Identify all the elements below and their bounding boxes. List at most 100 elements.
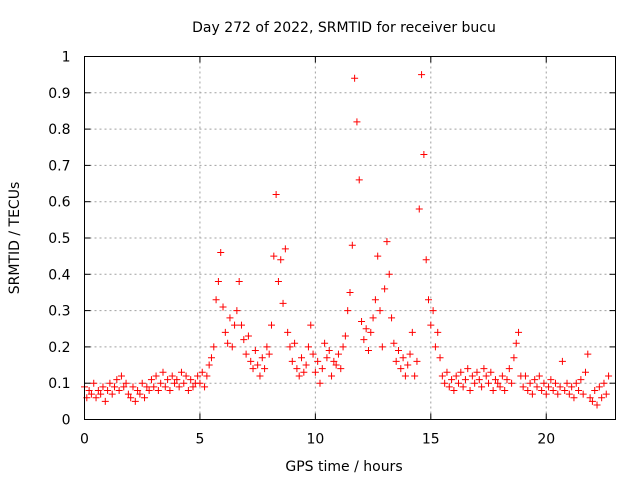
data-point	[136, 390, 144, 398]
data-point	[194, 372, 202, 380]
data-point	[154, 386, 162, 394]
data-point	[242, 350, 250, 358]
data-point	[316, 379, 324, 387]
data-point	[438, 372, 446, 380]
data-point	[131, 397, 139, 405]
data-point	[226, 314, 234, 322]
data-point	[120, 383, 128, 391]
data-point	[152, 372, 160, 380]
data-point	[277, 256, 285, 264]
data-point	[304, 343, 312, 351]
data-point	[171, 379, 179, 387]
data-point	[390, 339, 398, 347]
data-point	[164, 376, 172, 384]
data-point	[568, 383, 576, 391]
data-point	[397, 365, 405, 373]
data-point	[431, 343, 439, 351]
data-point	[207, 354, 215, 362]
data-point	[485, 379, 493, 387]
data-point	[122, 379, 130, 387]
data-point	[591, 386, 599, 394]
data-point	[360, 336, 368, 344]
data-point	[406, 350, 414, 358]
data-point	[602, 390, 610, 398]
data-point	[443, 368, 451, 376]
data-point	[528, 390, 536, 398]
data-point	[394, 347, 402, 355]
data-point	[134, 386, 142, 394]
chart-title: Day 272 of 2022, SRMTID for receiver buc…	[192, 20, 496, 36]
data-point	[196, 379, 204, 387]
data-point	[542, 390, 550, 398]
data-points	[81, 71, 613, 409]
data-point	[219, 303, 227, 311]
data-point	[381, 285, 389, 293]
data-point	[159, 368, 167, 376]
data-point	[97, 390, 105, 398]
data-point	[108, 390, 116, 398]
data-point	[531, 376, 539, 384]
data-point	[581, 368, 589, 376]
data-point	[540, 379, 548, 387]
data-point	[175, 383, 183, 391]
data-point	[575, 386, 583, 394]
data-point	[496, 383, 504, 391]
data-point	[420, 151, 428, 159]
data-point	[605, 372, 613, 380]
data-point	[182, 372, 190, 380]
y-tick-label: 0.2	[48, 340, 70, 356]
data-point	[371, 296, 379, 304]
data-point	[455, 379, 463, 387]
data-point	[201, 383, 209, 391]
data-point	[572, 379, 580, 387]
y-tick-label: 0.8	[48, 122, 70, 138]
data-point	[588, 397, 596, 405]
data-point	[457, 368, 465, 376]
y-tick-label: 0.5	[48, 231, 70, 247]
data-point	[526, 379, 534, 387]
data-point	[445, 383, 453, 391]
x-tick-label: 0	[80, 432, 89, 448]
data-point	[106, 379, 114, 387]
data-point	[501, 386, 509, 394]
data-point	[461, 376, 469, 384]
data-point	[383, 238, 391, 246]
data-point	[111, 383, 119, 391]
data-point	[115, 386, 123, 394]
data-point	[138, 379, 146, 387]
data-point	[473, 368, 481, 376]
data-point	[385, 270, 393, 278]
data-point	[274, 278, 282, 286]
data-point	[281, 245, 289, 253]
data-point	[401, 372, 409, 380]
data-point	[180, 379, 188, 387]
data-point	[173, 376, 181, 384]
data-point	[422, 256, 430, 264]
data-point	[411, 372, 419, 380]
data-point	[452, 372, 460, 380]
data-point	[127, 394, 135, 402]
data-point	[307, 321, 315, 329]
data-point	[251, 347, 259, 355]
data-point	[515, 328, 523, 336]
y-tick-label: 0	[62, 413, 71, 429]
data-point	[101, 397, 109, 405]
data-point	[413, 357, 421, 365]
data-point	[330, 357, 338, 365]
data-point	[293, 365, 301, 373]
data-point	[392, 357, 400, 365]
data-point	[291, 339, 299, 347]
data-point	[551, 379, 559, 387]
data-point	[90, 379, 98, 387]
data-point	[489, 386, 497, 394]
data-point	[418, 71, 426, 79]
x-tick-label: 20	[537, 432, 555, 448]
data-point	[145, 386, 153, 394]
data-point	[295, 372, 303, 380]
data-point	[300, 368, 308, 376]
data-point	[279, 299, 287, 307]
data-point	[168, 372, 176, 380]
data-point	[538, 386, 546, 394]
data-point	[505, 365, 513, 373]
data-point	[362, 325, 370, 333]
